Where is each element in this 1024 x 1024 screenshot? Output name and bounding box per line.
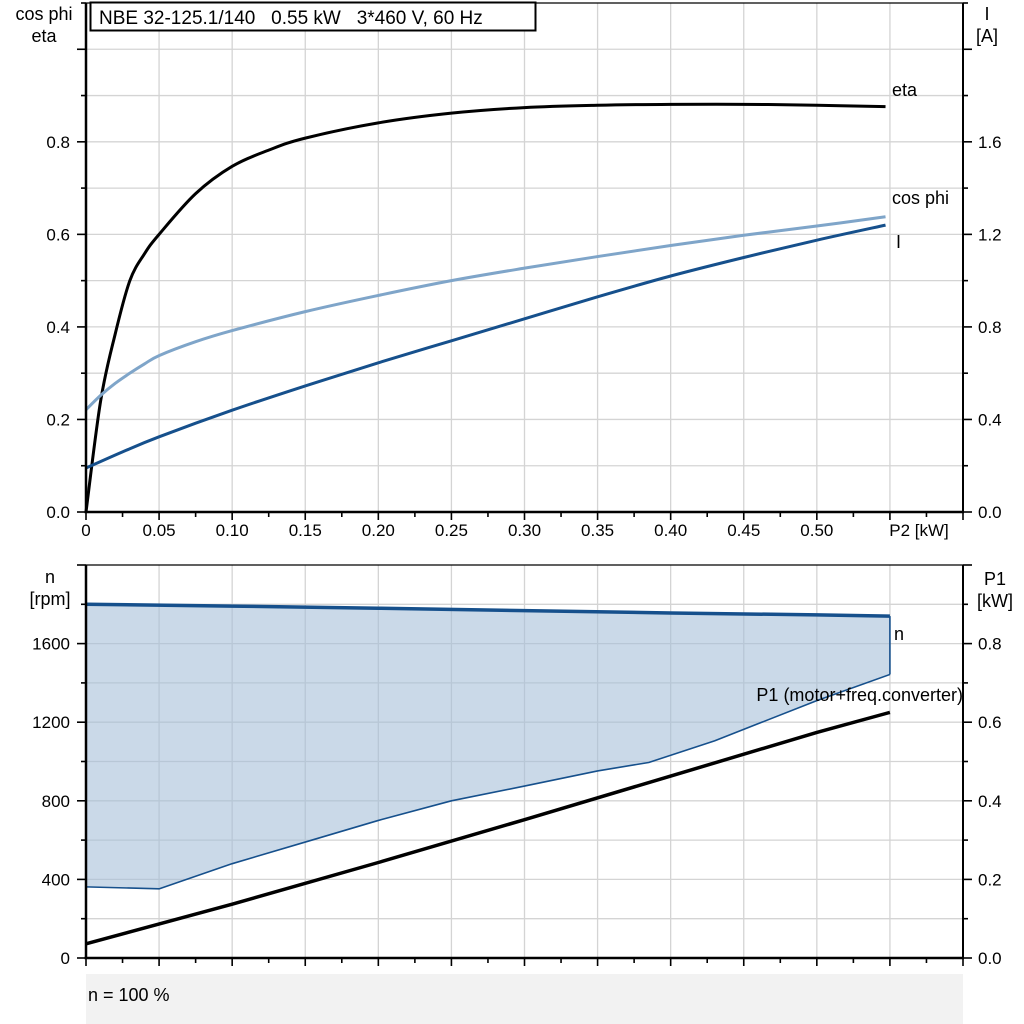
x-tick-label: 0.45 <box>727 521 760 540</box>
y-right-tick-label: 0.0 <box>978 949 1002 968</box>
n-curve-label: n <box>894 624 904 644</box>
y-right-axis-title-line1: I <box>984 4 989 24</box>
x-tick-label: 0.50 <box>800 521 833 540</box>
current-curve-label: I <box>896 232 901 252</box>
p1-curve-label: P1 (motor+freq.converter) <box>756 685 963 705</box>
y-left-axis-title-line2: [rpm] <box>29 589 70 609</box>
y-left-tick-label: 0 <box>61 949 70 968</box>
x-tick-label: 0.35 <box>581 521 614 540</box>
speed-footnote: n = 100 % <box>88 985 170 1005</box>
y-right-tick-label: 0.2 <box>978 870 1002 889</box>
x-tick-label: 0 <box>81 521 90 540</box>
y-right-tick-label: 0.4 <box>978 410 1002 429</box>
current-curve <box>85 223 886 470</box>
chart-title: NBE 32-125.1/140 0.55 kW 3*460 V, 60 Hz <box>99 8 483 29</box>
eta-curve-label: eta <box>892 80 918 100</box>
y-left-axis-title-line1: n <box>45 567 55 587</box>
y-right-tick-label: 1.6 <box>978 133 1002 152</box>
x-axis-title: P2 [kW] <box>889 521 949 540</box>
y-left-tick-label: 1200 <box>32 713 70 732</box>
x-tick-label: 0.20 <box>362 521 395 540</box>
y-left-tick-label: 0.6 <box>46 225 70 244</box>
x-tick-label: 0.05 <box>143 521 176 540</box>
y-right-tick-label: 0.6 <box>978 713 1002 732</box>
chart-title-box: NBE 32-125.1/140 0.55 kW 3*460 V, 60 Hz <box>89 1 537 32</box>
y-left-tick-label: 1600 <box>32 635 70 654</box>
bottom-chart: 0 400 800 1200 1600 0.0 0.2 0.4 0.6 0.8 n [rpm] P… <box>29 564 1013 1024</box>
y-right-axis-title-line2: [kW] <box>977 591 1013 611</box>
y-left-tick-label: 800 <box>42 792 70 811</box>
y-right-tick-label: 0.8 <box>978 318 1002 337</box>
y-left-axis-title-line2: eta <box>31 26 57 46</box>
x-tick-label: 0.40 <box>654 521 687 540</box>
cos-phi-curve-label: cos phi <box>892 188 949 208</box>
chart-title-border <box>89 1 537 32</box>
x-tick-label: 0.10 <box>216 521 249 540</box>
cos-phi-curve <box>84 215 886 411</box>
y-right-axis-title-line2: [A] <box>976 26 998 46</box>
x-tick-label: 0.30 <box>508 521 541 540</box>
y-right-axis-title-line1: P1 <box>984 569 1006 589</box>
x-tick-label: 0.15 <box>289 521 322 540</box>
y-left-tick-label: 0.8 <box>46 133 70 152</box>
top-chart: 0 0.05 0.10 0.15 0.20 0.25 0.30 0.35 0.40 0.45 0.5… <box>15 1 1002 540</box>
eta-curve <box>84 102 886 513</box>
y-left-tick-label: 400 <box>42 870 70 889</box>
y-left-axis-title-line1: cos phi <box>15 4 72 24</box>
y-right-tick-label: 0.0 <box>978 503 1002 522</box>
n-min-curve <box>85 673 891 890</box>
y-left-tick-label: 0.2 <box>46 410 70 429</box>
x-tick-label: 0.25 <box>435 521 468 540</box>
y-left-tick-label: 0.4 <box>46 318 70 337</box>
p1-curve <box>85 710 891 946</box>
y-right-tick-label: 0.8 <box>978 635 1002 654</box>
y-left-tick-label: 0.0 <box>46 503 70 522</box>
footnote-strip <box>86 974 963 1024</box>
y-right-tick-label: 1.2 <box>978 225 1002 244</box>
n-curve <box>85 602 890 618</box>
y-right-tick-label: 0.4 <box>978 792 1002 811</box>
duty-range-area <box>86 604 890 889</box>
